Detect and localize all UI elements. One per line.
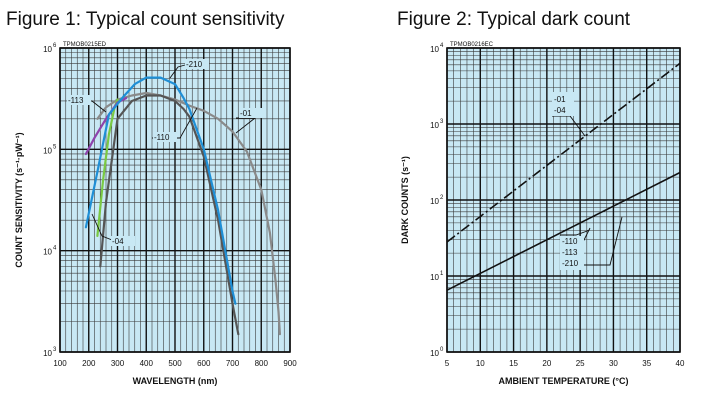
- figure2-y-tick-base: 10: [430, 349, 439, 358]
- figure1-frame: [59, 47, 291, 353]
- figure1-annotation-bg: [185, 59, 209, 69]
- figure1-x-tick-label: 300: [111, 359, 125, 368]
- figure1-annotation-label: -210: [186, 60, 203, 69]
- figure2-y-tick-base: 10: [430, 273, 439, 282]
- figure1-annotation-label: -110: [154, 133, 170, 142]
- figure1-x-axis-title: WAVELENGTH (nm): [133, 376, 218, 386]
- figure2-series-line-110-113-210: [446, 171, 681, 291]
- figure1-x-tick-label: 400: [140, 359, 154, 368]
- figure2-y-tick-exponent: 2: [440, 195, 444, 201]
- figure1-x-tick-label: 500: [168, 359, 182, 368]
- figure1-annotation-bg: [67, 95, 91, 105]
- figure2-y-tick-base: 10: [430, 45, 439, 54]
- figure2-annotation-bg: [552, 92, 574, 116]
- figure2-annotation-label: -113: [562, 248, 578, 257]
- figure2-x-tick-label: 35: [642, 359, 651, 368]
- figure1-y-tick-base: 10: [43, 349, 52, 358]
- figure1-x-tick-label: 900: [283, 359, 297, 368]
- figure2-frame: [446, 47, 681, 353]
- figure2-annotation-label: -04: [554, 106, 566, 115]
- figure2-code: TPMOB0216EC: [450, 42, 494, 48]
- figure1-annotation-bg: [111, 236, 135, 246]
- figure2-x-axis-title: AMBIENT TEMPERATURE (°C): [499, 376, 629, 386]
- figure2-x-tick-label: 15: [509, 359, 518, 368]
- figure2-annotation-label: -01: [554, 95, 566, 104]
- figure2-x-tick-label: 30: [609, 359, 618, 368]
- figure1-y-tick-exponent: 4: [53, 246, 57, 252]
- figure1-annotation-label: -113: [68, 96, 84, 105]
- figure1-y-axis-title: COUNT SENSITIVITY (s⁻¹·pW⁻¹): [14, 132, 24, 267]
- figure1-y-tick-base: 10: [43, 248, 52, 257]
- figure1-title: Figure 1: Typical count sensitivity: [6, 9, 285, 30]
- figure1-x-tick-label: 600: [197, 359, 211, 368]
- figure1-series-line-210: [84, 76, 237, 305]
- figure2-y-tick-base: 10: [430, 197, 439, 206]
- figure1-annotation-label: -01: [240, 109, 252, 118]
- figure2-y-tick-exponent: 0: [440, 347, 444, 353]
- figure1-annotation-bg: [153, 132, 177, 142]
- figure2-title: Figure 2: Typical dark count: [397, 9, 631, 30]
- figure2-y-tick-exponent: 3: [440, 119, 444, 125]
- figure1-x-tick-label: 200: [82, 359, 96, 368]
- figure2-annotation-label: -210: [562, 259, 579, 268]
- figure2-x-tick-label: 40: [676, 359, 685, 368]
- figure1-series-line-01: [96, 91, 281, 336]
- figure1-annotation-leader: [169, 64, 186, 79]
- figure2-x-tick-label: 10: [476, 359, 485, 368]
- figure1-annotation-bg: [239, 108, 263, 118]
- figure2-x-tick-label: 5: [445, 359, 450, 368]
- figure2-y-tick-exponent: 1: [440, 271, 444, 277]
- figure2-y-axis-title: DARK COUNTS (s⁻¹): [400, 156, 410, 244]
- figure1-y-tick-base: 10: [43, 45, 52, 54]
- figure1-x-tick-label: 100: [53, 359, 67, 368]
- figure2-x-tick-label: 25: [576, 359, 585, 368]
- figure2-y-tick-base: 10: [430, 121, 439, 130]
- figure2-annotation-bg: [560, 236, 584, 270]
- figure1-series-line-110: [99, 94, 240, 336]
- figure1-annotation-leader: [91, 213, 113, 241]
- figure1-plot: TPMOB0215ED 100 200 300 400 500 600 700 800 900 10…: [14, 42, 297, 386]
- figure1-code: TPMOB0215ED: [63, 42, 107, 48]
- figure2-annotation-leader: [578, 216, 623, 266]
- figure2-x-tick-label: 20: [542, 359, 551, 368]
- figure1-x-tick-label: 700: [226, 359, 240, 368]
- figure2-series-line-01-04: [446, 62, 681, 243]
- figure2-annotation-label: -110: [562, 237, 578, 246]
- figure2-annotation-leader: [560, 229, 591, 236]
- figure1-y-tick-exponent: 3: [53, 347, 57, 353]
- figure1-annotation-label: -04: [112, 237, 124, 246]
- figure1-y-tick-base: 10: [43, 146, 52, 155]
- figure2-y-tick-exponent: 4: [440, 43, 444, 49]
- figure1-y-tick-exponent: 6: [53, 43, 57, 49]
- figure1-y-tick-exponent: 5: [53, 144, 57, 150]
- figure1-x-tick-label: 800: [255, 359, 269, 368]
